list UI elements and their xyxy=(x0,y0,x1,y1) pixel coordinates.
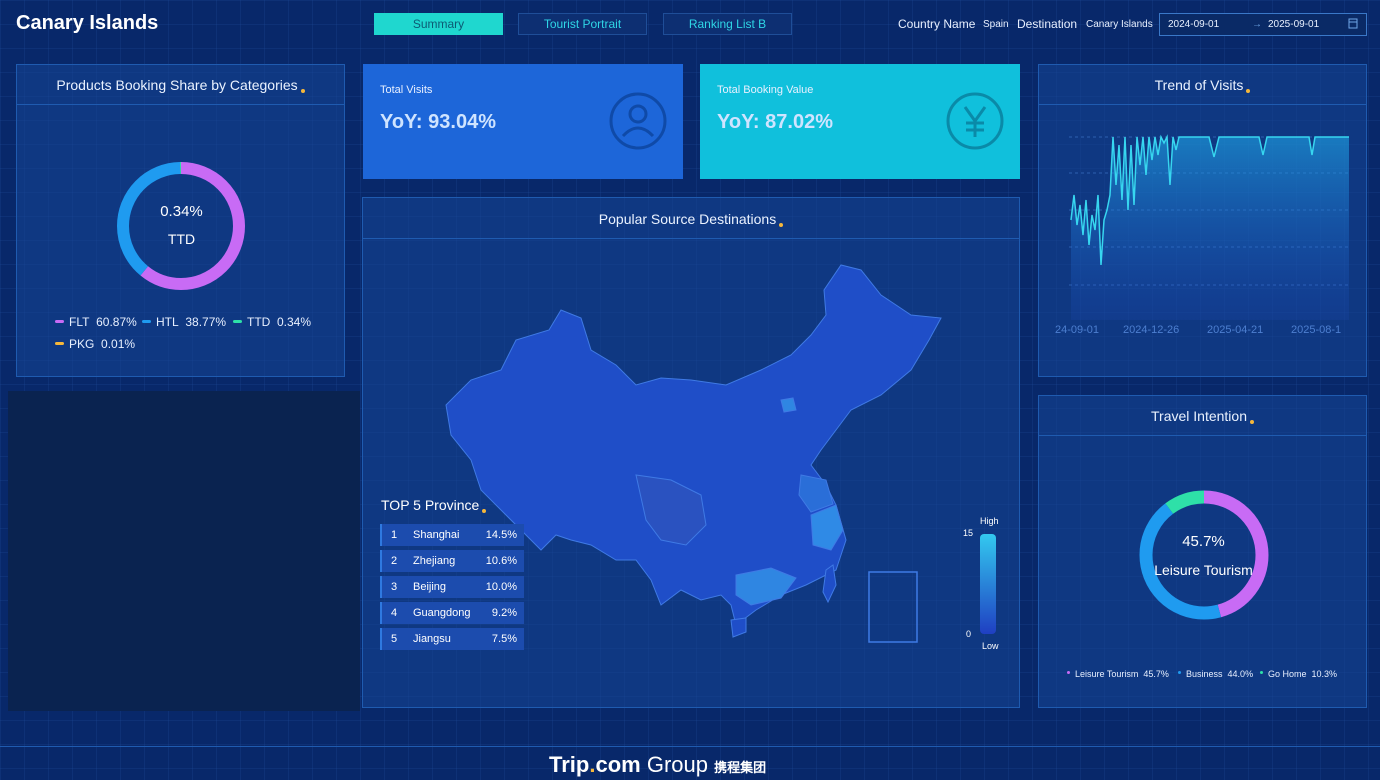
kpi-total-booking-value: Total Booking Value YoY: 87.02% xyxy=(700,64,1020,179)
map-hainan xyxy=(730,617,747,638)
legend-pkg[interactable]: PKG 0.01% xyxy=(55,337,135,351)
booking-share-center-value: 0.34% xyxy=(160,203,203,220)
scale-low-label: Low xyxy=(982,641,999,651)
travel-intention-panel: Travel Intention 45.7% Leisure Tourism L… xyxy=(1038,395,1367,708)
booking-share-title: Products Booking Share by Categories xyxy=(17,77,344,93)
scale-min: 0 xyxy=(966,629,972,639)
trend-line xyxy=(1070,134,1349,266)
date-start[interactable]: 2024-09-01 xyxy=(1168,19,1220,30)
top5-row: 3 Beijing 10.0% xyxy=(380,576,524,598)
legend-ttd[interactable]: TTD 0.34% xyxy=(233,315,311,329)
legend-flt[interactable]: FLT 60.87% xyxy=(55,315,137,329)
date-arrow: → xyxy=(1252,19,1262,30)
map-zhejiang xyxy=(810,504,844,551)
top5-row: 5 Jiangsu 7.5% xyxy=(380,628,524,650)
trend-x-label: 24-09-01 xyxy=(1055,324,1100,336)
legend-business[interactable]: Business 44.0% xyxy=(1178,669,1253,679)
china-map[interactable] xyxy=(441,260,946,650)
kpi-total-visits-label: Total Visits xyxy=(380,84,433,96)
kpi-total-visits-value: YoY: 93.04% xyxy=(380,111,496,133)
trend-line-chart[interactable] xyxy=(1069,125,1354,325)
scale-high-label: High xyxy=(980,516,999,526)
destination-label: Destination xyxy=(1017,17,1078,31)
kpi-booking-value-value: YoY: 87.02% xyxy=(717,111,833,133)
color-scale-bar[interactable] xyxy=(980,534,996,634)
date-range-picker[interactable]: 2024-09-01 → 2025-09-01 xyxy=(1159,13,1367,36)
yen-icon xyxy=(946,92,1004,150)
booking-share-panel: Products Booking Share by Categories 0.3… xyxy=(16,64,345,377)
map-beijing xyxy=(780,397,797,413)
map-guangdong xyxy=(735,567,797,606)
destination-value[interactable]: Canary Islands xyxy=(1086,19,1153,30)
date-end[interactable]: 2025-09-01 xyxy=(1268,19,1320,30)
trend-area xyxy=(1071,137,1349,320)
trend-x-label: 2025-04-21 xyxy=(1207,324,1264,336)
app-title: Canary Islands xyxy=(16,12,159,34)
travel-intention-donut xyxy=(1139,490,1269,620)
intention-segment-gohome xyxy=(1139,490,1269,620)
tab-summary[interactable]: Summary xyxy=(374,13,503,35)
map-taiwan xyxy=(822,564,837,604)
intention-center-label: Leisure Tourism xyxy=(1154,562,1253,578)
trend-panel: Trend of Visits 24-09-01 2024-12-26 2025… xyxy=(1038,64,1367,377)
donut-segment-htl xyxy=(117,162,245,290)
tab-ranking-list-b[interactable]: Ranking List B xyxy=(663,13,792,35)
kpi-booking-value-label: Total Booking Value xyxy=(717,84,814,96)
top5-row: 2 Zhejiang 10.6% xyxy=(380,550,524,572)
footer-divider xyxy=(0,746,1380,747)
travel-intention-title: Travel Intention xyxy=(1039,408,1366,424)
brand-logo: Trip.com Group 携程集团 xyxy=(549,752,767,777)
legend-htl[interactable]: HTL 38.77% xyxy=(142,315,226,329)
map-sichuan xyxy=(635,474,707,546)
country-label: Country Name xyxy=(898,17,976,31)
donut-segment-ttd xyxy=(117,162,245,290)
top5-row: 4 Guangdong 9.2% xyxy=(380,602,524,624)
top5-title: TOP 5 Province xyxy=(381,497,487,513)
legend-leisure[interactable]: Leisure Tourism 45.7% xyxy=(1067,669,1169,679)
booking-share-center-label: TTD xyxy=(167,231,196,247)
map-title: Popular Source Destinations xyxy=(363,211,1019,227)
kpi-total-visits: Total Visits YoY: 93.04% xyxy=(363,64,683,179)
trend-x-label: 2024-12-26 xyxy=(1123,324,1180,336)
calendar-icon[interactable] xyxy=(1348,17,1358,32)
legend-go-home[interactable]: Go Home 10.3% xyxy=(1260,669,1337,679)
map-jiangsu xyxy=(798,474,834,513)
tab-tourist-portrait[interactable]: Tourist Portrait xyxy=(518,13,647,35)
intention-center-value: 45.7% xyxy=(1182,533,1225,550)
country-value[interactable]: Spain xyxy=(983,19,1009,30)
booking-share-donut xyxy=(117,162,245,290)
user-icon xyxy=(609,92,667,150)
scale-max: 15 xyxy=(963,528,974,538)
top5-row: 1 Shanghai 14.5% xyxy=(380,524,524,546)
trend-title: Trend of Visits xyxy=(1039,77,1366,93)
intention-segment-business xyxy=(1139,490,1269,620)
empty-panel-area xyxy=(8,391,360,711)
trend-x-label: 2025-08-1 xyxy=(1291,324,1342,336)
map-south-china-sea-inset xyxy=(868,571,918,643)
